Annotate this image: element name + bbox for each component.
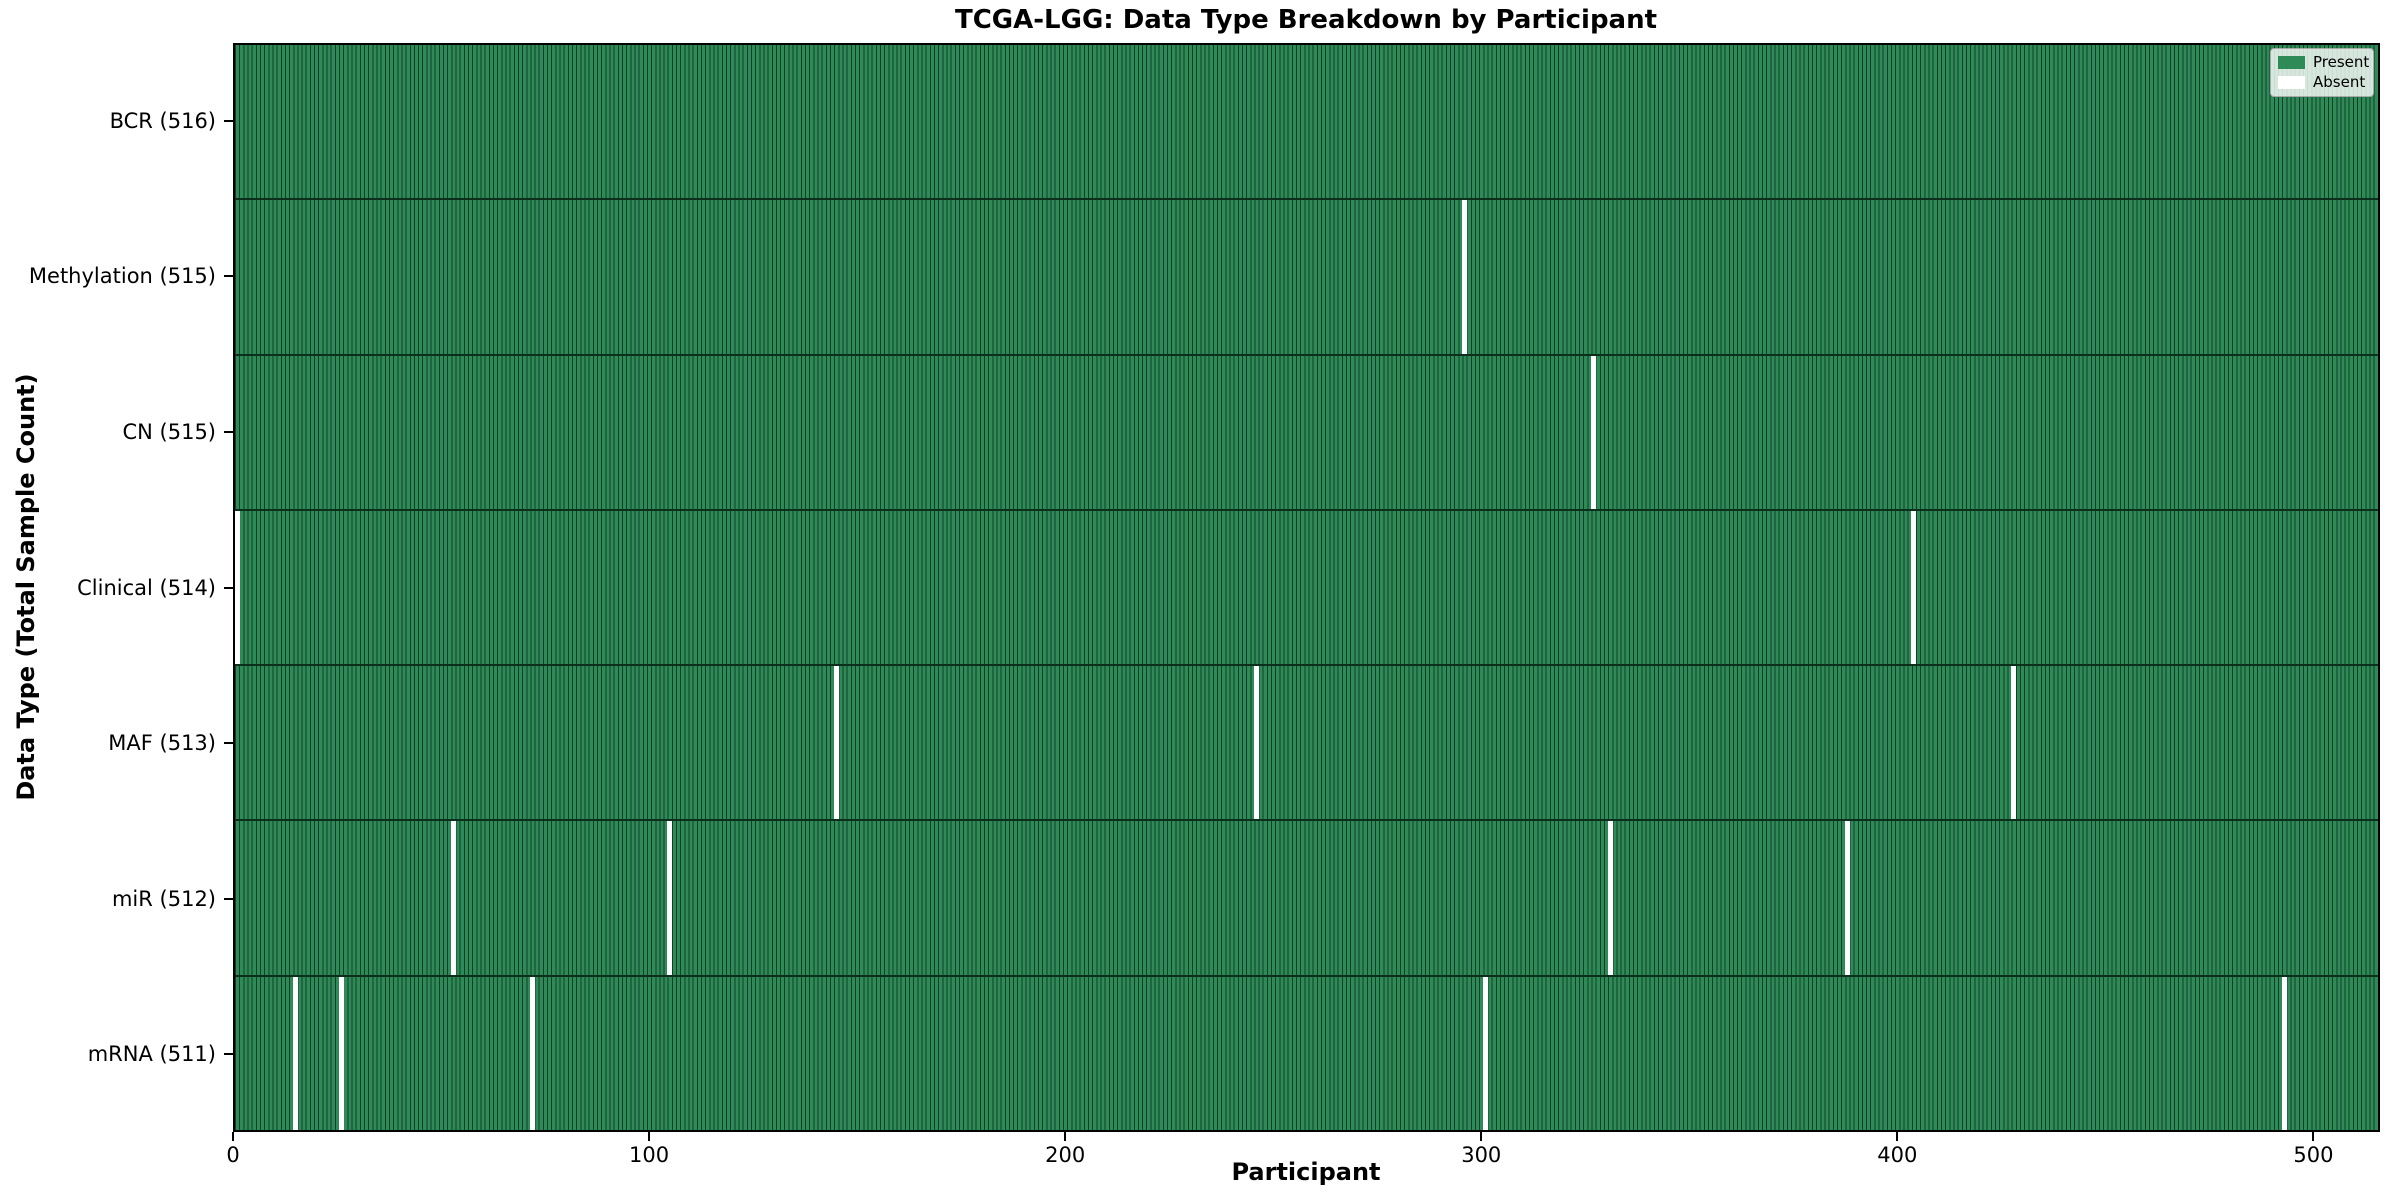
absent-marker [1253, 666, 1260, 820]
row-maf [235, 666, 2378, 822]
y-tick [224, 897, 233, 900]
x-tick [2312, 1132, 2315, 1141]
legend: Present Absent [2270, 48, 2374, 97]
y-tick-label: Clinical (514) [77, 575, 216, 600]
x-tick-label: 300 [1461, 1143, 1502, 1167]
x-tick-label: 400 [1877, 1143, 1918, 1167]
y-tick [224, 119, 233, 122]
x-tick [232, 1132, 234, 1141]
absent-marker [450, 821, 457, 975]
absent-marker [1844, 821, 1850, 975]
row-bcr [235, 45, 2378, 201]
x-tick [648, 1132, 651, 1141]
y-tick-label: MAF (513) [108, 731, 216, 756]
y-axis-label: Data Type (Total Sample Count) [12, 373, 40, 801]
y-tick-label: mRNA (511) [87, 1042, 216, 1067]
row-cn [235, 355, 2378, 511]
x-tick-label: 100 [629, 1143, 670, 1167]
row-mrna [235, 976, 2378, 1130]
plot-area: Present Absent [233, 43, 2380, 1132]
legend-swatch-absent [2278, 76, 2305, 89]
y-tick-label: BCR (516) [109, 108, 216, 133]
y-tick [224, 742, 233, 745]
legend-entry: Absent [2278, 75, 2366, 90]
row-clinical [234, 510, 2378, 667]
row-mir [235, 821, 2378, 977]
legend-entry: Present [2278, 53, 2370, 71]
absent-marker [234, 510, 240, 665]
x-tick [1896, 1132, 1899, 1141]
x-tick-label: 0 [226, 1143, 240, 1167]
y-tick [224, 1053, 233, 1056]
y-tick [224, 275, 233, 278]
x-tick-label: 200 [1045, 1143, 1086, 1167]
absent-marker [292, 976, 298, 1130]
x-tick [1064, 1132, 1067, 1141]
absent-marker [833, 666, 839, 820]
chart-title: TCGA-LGG: Data Type Breakdown by Partici… [954, 5, 1658, 35]
x-tick [1480, 1132, 1483, 1141]
y-tick-label: Methylation (515) [28, 264, 216, 289]
absent-marker [338, 976, 344, 1130]
x-axis-label: Participant [1231, 1158, 1381, 1186]
absent-marker [529, 976, 536, 1130]
row-methylation [235, 200, 2378, 356]
legend-label: Present [2313, 53, 2370, 71]
absent-marker [2011, 666, 2017, 820]
y-tick [224, 586, 233, 589]
y-tick-label: CN (515) [122, 419, 216, 444]
absent-marker [1482, 976, 1488, 1130]
x-tick-label: 500 [2293, 1143, 2334, 1167]
legend-swatch-present [2278, 56, 2305, 69]
absent-marker [2281, 976, 2287, 1130]
absent-marker [1590, 355, 1597, 509]
absent-marker [1461, 200, 1468, 354]
y-tick-label: miR (512) [111, 886, 216, 911]
absent-marker [667, 821, 673, 975]
absent-marker [1607, 821, 1613, 975]
legend-label: Absent [2313, 73, 2366, 91]
y-tick [224, 430, 233, 433]
absent-marker [1911, 510, 1917, 665]
